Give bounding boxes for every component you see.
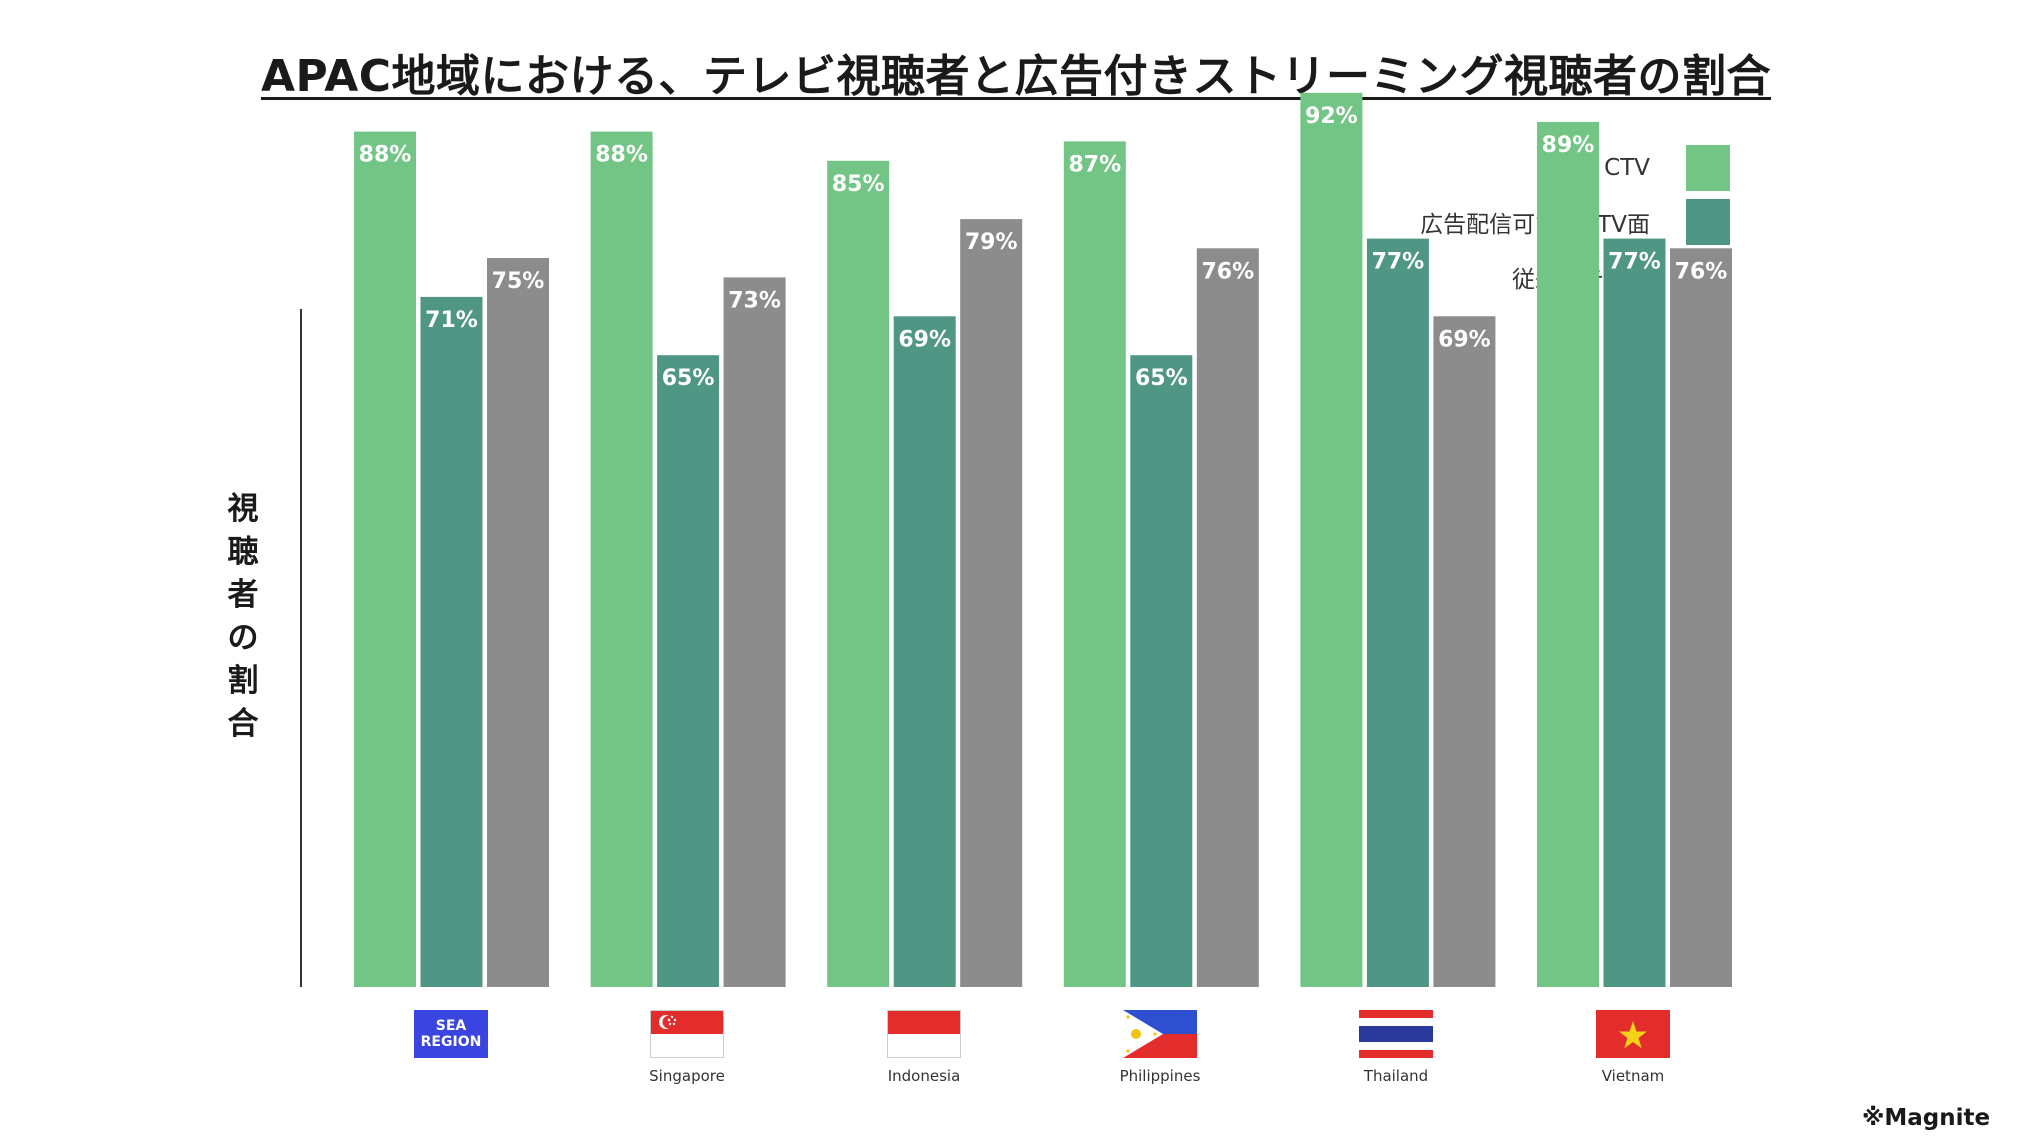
vietnam-flag-icon (1596, 1010, 1670, 1058)
data-label-tv-1: 73% (728, 288, 781, 313)
data-label-ctv-3: 87% (1068, 152, 1121, 177)
legend-swatch-ad-ctv (1686, 199, 1730, 245)
data-label-ad-ctv-2: 69% (898, 327, 951, 352)
legend-item-ad-ctv: 広告配信可能なCTV面 (1420, 199, 1730, 245)
bar-tv-3 (1196, 248, 1259, 988)
y-axis-char: 者 (227, 577, 259, 613)
bar-ctv-5 (1537, 121, 1599, 987)
data-label-ctv-5: 89% (1542, 133, 1595, 158)
bar-ad-ctv-5 (1603, 238, 1666, 988)
bar-ad-ctv-4 (1366, 238, 1429, 988)
y-axis-char: 視 (227, 491, 259, 527)
sea-flag-line2: REGION (420, 1034, 482, 1050)
chart-title: APAC地域における、テレビ視聴者と広告付きストリーミング視聴者の割合 (260, 51, 1772, 102)
country-label-philippines: Philippines (1119, 1067, 1201, 1085)
data-label-tv-3: 76% (1201, 259, 1254, 284)
bar-ad-ctv-1 (657, 355, 720, 987)
legend-item-ctv: CTV (1604, 145, 1730, 191)
bars-group: 88% 71% 75% 88% 65% 73% 85% 69% 79% 87% 65% 76% 92% 7… (354, 92, 1732, 988)
legend-label-ctv: CTV (1604, 155, 1650, 181)
thailand-flag-icon (1359, 1010, 1433, 1058)
bar-ctv-3 (1063, 141, 1126, 987)
data-label-ad-ctv-0: 71% (425, 308, 478, 333)
bar-tv-2 (960, 219, 1023, 988)
source-note: ※Magnite (1862, 1105, 1991, 1131)
singapore-flag-icon (650, 1010, 724, 1058)
data-label-ad-ctv-5: 77% (1608, 250, 1661, 275)
y-axis-label: 視 聴 者 の 割 合 (220, 488, 266, 746)
indonesia-flag-icon (887, 1010, 961, 1058)
bar-ctv-4 (1300, 92, 1363, 988)
y-axis-char: の (227, 620, 259, 656)
bar-tv-0 (487, 258, 549, 987)
y-axis-char: 合 (227, 706, 259, 742)
data-label-ctv-1: 88% (595, 143, 648, 168)
legend-swatch-ctv (1686, 145, 1730, 191)
bar-ctv-0 (354, 131, 416, 988)
data-label-ad-ctv-3: 65% (1135, 366, 1188, 391)
sea-region-flag: SEA REGION (414, 1010, 488, 1058)
data-label-ad-ctv-4: 77% (1372, 250, 1425, 275)
data-label-ad-ctv-1: 65% (662, 366, 715, 391)
y-axis-char: 聴 (227, 534, 259, 570)
philippines-flag-icon (1123, 1010, 1197, 1058)
country-label-vietnam: Vietnam (1601, 1067, 1665, 1085)
country-label-singapore: Singapore (649, 1067, 725, 1085)
bar-ctv-2 (827, 160, 890, 988)
legend-label-ad-ctv: 広告配信可能なCTV面 (1420, 212, 1650, 238)
bar-tv-1 (723, 277, 786, 987)
data-label-tv-4: 69% (1438, 327, 1491, 352)
sea-flag-line1: SEA (435, 1018, 467, 1034)
bar-ad-ctv-0 (420, 296, 483, 987)
bar-ctv-1 (590, 131, 653, 988)
bar-tv-5 (1670, 248, 1732, 988)
data-label-ctv-2: 85% (832, 172, 885, 197)
data-label-tv-2: 79% (965, 230, 1018, 255)
y-axis-char: 割 (227, 663, 259, 699)
bar-ad-ctv-3 (1130, 355, 1193, 987)
bar-tv-4 (1433, 316, 1496, 987)
data-label-ctv-0: 88% (359, 143, 412, 168)
country-label-thailand: Thailand (1363, 1067, 1429, 1085)
data-label-tv-0: 75% (492, 269, 545, 294)
data-label-ctv-4: 92% (1305, 104, 1358, 129)
country-label-indonesia: Indonesia (887, 1067, 961, 1085)
bar-ad-ctv-2 (893, 316, 956, 987)
data-label-tv-5: 76% (1675, 259, 1728, 284)
